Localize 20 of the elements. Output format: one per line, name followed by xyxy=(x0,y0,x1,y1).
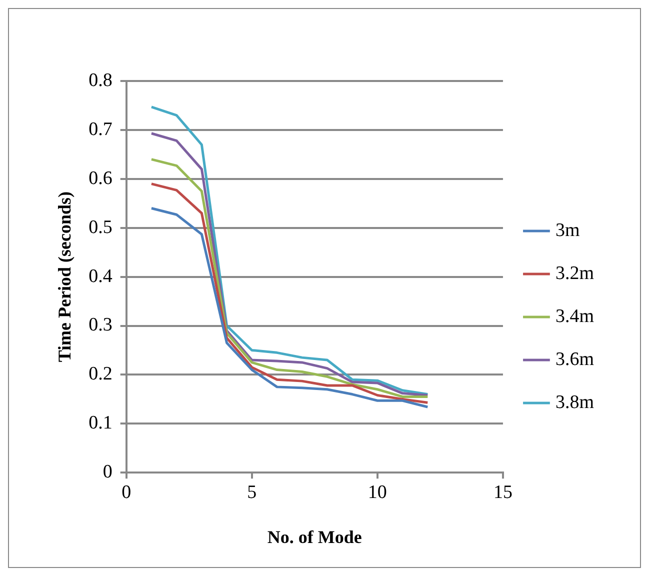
legend-label: 3m xyxy=(555,220,580,241)
x-tick-label: 15 xyxy=(493,482,512,503)
y-tick-label: 0.4 xyxy=(88,266,113,287)
y-tick-label: 0.2 xyxy=(88,364,112,385)
y-tick-label: 0 xyxy=(102,462,112,483)
y-tick-label: 0.6 xyxy=(88,168,112,189)
legend-label: 3.6m xyxy=(555,348,594,370)
legend-label: 3.2m xyxy=(555,262,594,284)
x-tick-label: 10 xyxy=(368,482,387,503)
x-axis-title: No. of Mode xyxy=(267,526,362,547)
y-tick-label: 0.5 xyxy=(88,216,112,238)
y-tick-label: 0.3 xyxy=(88,314,112,336)
legend-label: 3.8m xyxy=(555,392,594,413)
y-tick-label: 0.1 xyxy=(88,412,112,434)
x-tick-label: 5 xyxy=(247,482,257,503)
y-axis-title: Time Period (seconds) xyxy=(54,191,74,362)
y-tick-label: 0.8 xyxy=(88,70,112,91)
x-tick-label: 0 xyxy=(122,482,132,503)
legend-label: 3.4m xyxy=(555,306,594,327)
y-tick-label: 0.7 xyxy=(88,118,112,140)
